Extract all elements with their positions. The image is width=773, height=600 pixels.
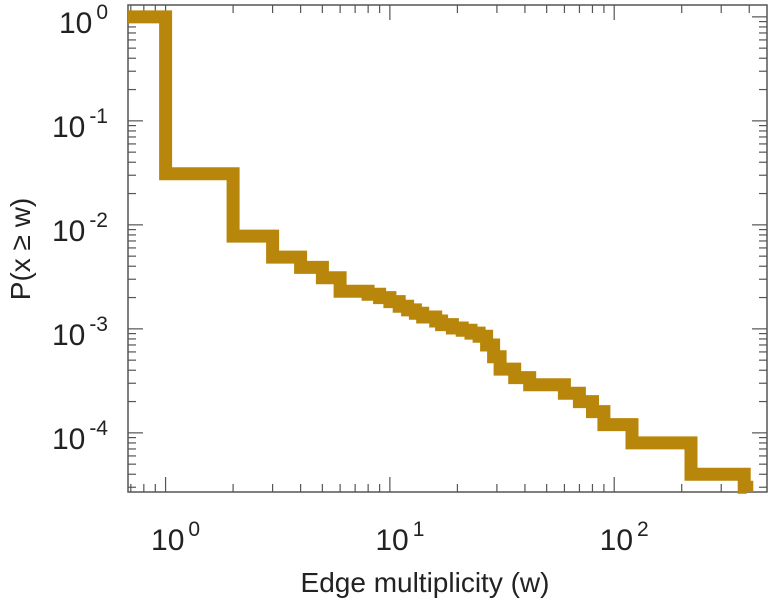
x-tick-label: 10 1 <box>375 518 424 557</box>
y-tick-label: 10 -3 <box>52 313 108 352</box>
x-tick-label: 10 0 <box>151 518 200 557</box>
plot-frame <box>127 4 768 493</box>
y-axis-label: P(x ≥ w) <box>5 198 36 300</box>
ccdf-step-line <box>128 10 754 494</box>
y-tick-label: 10 0 <box>59 1 108 40</box>
y-tick-label: 10 -4 <box>52 417 108 456</box>
axis-ticks <box>128 5 767 492</box>
x-axis-label: Edge multiplicity (w) <box>301 567 550 598</box>
x-tick-label: 10 2 <box>600 518 649 557</box>
y-tick-label: 10 -2 <box>52 209 108 248</box>
y-tick-label: 10 -1 <box>52 105 108 144</box>
tick-labels: 10 0 10 1 10 2 10 0 10 -1 10 -2 10 -3 10 -4 <box>52 1 649 557</box>
